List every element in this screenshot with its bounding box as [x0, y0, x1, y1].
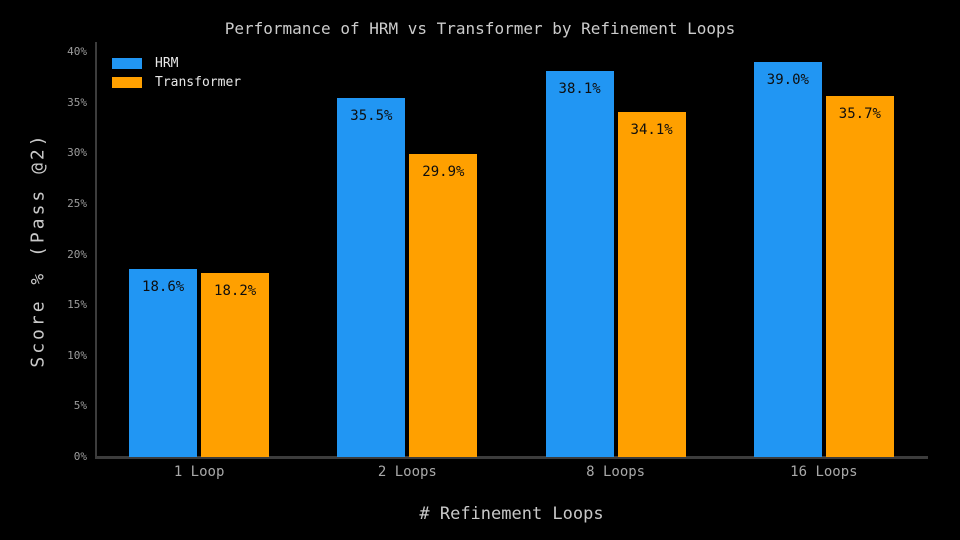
- legend-swatch-transformer: [112, 77, 142, 88]
- chart-title: Performance of HRM vs Transformer by Ref…: [224, 19, 736, 38]
- y-tick-label: 40%: [67, 45, 87, 59]
- bar-hrm-16-loops: 39.0%: [753, 62, 822, 457]
- bar-value-label: 18.6%: [142, 278, 185, 295]
- legend-swatch-hrm: [112, 58, 142, 69]
- x-axis-label: # Refinement Loops: [419, 504, 604, 524]
- bar-hrm-2-loops: 35.5%: [337, 97, 406, 457]
- bar-hrm-8-loops: 38.1%: [545, 71, 614, 457]
- x-tick-label: 1 Loop: [173, 464, 225, 480]
- legend-item-hrm: HRM: [112, 56, 241, 71]
- bar-transformer-16-loops: 35.7%: [825, 95, 894, 457]
- y-tick-label: 35%: [67, 95, 87, 109]
- y-axis-spine: [95, 42, 97, 459]
- y-tick-label: 10%: [67, 348, 87, 362]
- y-tick-label: 30%: [67, 146, 87, 160]
- y-tick-label: 0%: [73, 450, 87, 463]
- bar-value-label: 34.1%: [630, 121, 673, 138]
- y-tick-label: 5%: [73, 399, 87, 413]
- y-tick-label: 15%: [67, 298, 87, 312]
- x-tick-label: 8 Loops: [586, 464, 646, 480]
- x-tick-label: 16 Loops: [790, 464, 858, 480]
- bar-value-label: 39.0%: [766, 72, 809, 89]
- bar-value-label: 38.1%: [558, 81, 601, 98]
- bar-hrm-1-loop: 18.6%: [129, 268, 198, 457]
- y-tick-label: 25%: [67, 196, 87, 210]
- legend-label: Transformer: [155, 75, 242, 90]
- y-tick-label: 20%: [67, 247, 87, 261]
- bar-transformer-2-loops: 29.9%: [409, 154, 478, 457]
- bar-value-label: 29.9%: [422, 164, 465, 181]
- legend-item-transformer: Transformer: [112, 75, 241, 90]
- x-axis-spine: [95, 456, 928, 459]
- bar-transformer-8-loops: 34.1%: [617, 111, 686, 457]
- legend-label: HRM: [155, 56, 179, 71]
- legend: HRM Transformer: [112, 56, 241, 94]
- bar-value-label: 18.2%: [214, 282, 257, 299]
- bar-value-label: 35.5%: [350, 107, 393, 124]
- bar-value-label: 35.7%: [838, 105, 881, 122]
- x-tick-label: 2 Loops: [377, 464, 437, 480]
- bar-transformer-1-loop: 18.2%: [201, 272, 270, 457]
